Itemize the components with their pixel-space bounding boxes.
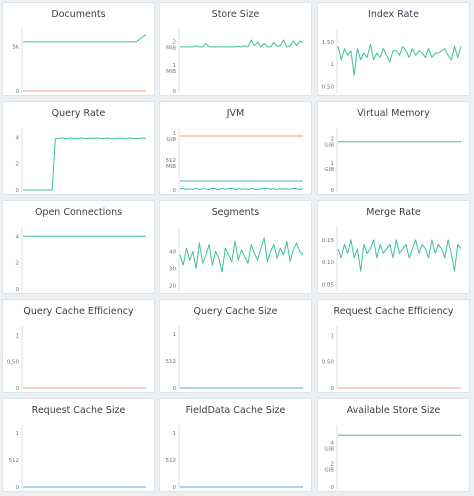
panel-title: Query Rate [51, 108, 106, 119]
y-tick-label: 0 [173, 188, 177, 194]
y-tick-label: 5k [12, 44, 19, 50]
y-tick-label: 1 [331, 62, 335, 68]
panel-request-cache-size[interactable]: Request Cache Size 1 512 0 [2, 398, 155, 492]
y-tick-label: 1 GiB [166, 131, 176, 143]
panel-title: Request Cache Efficiency [333, 306, 454, 317]
y-tick-label: 40 [169, 249, 176, 255]
panel-jvm[interactable]: JVM 1 GiB 512 MiB 0 [159, 101, 312, 195]
panel-title: Store Size [211, 9, 260, 20]
y-tick-label: 512 [166, 458, 177, 464]
y-tick-label: 0 [173, 89, 177, 95]
y-tick-label: 2 [16, 261, 20, 267]
y-tick-label: 0 [16, 287, 20, 293]
panel-title: Documents [51, 9, 106, 20]
panel-title: Virtual Memory [357, 108, 430, 119]
panel-open-connections[interactable]: Open Connections 4 2 0 [2, 200, 155, 294]
panel-title: Index Rate [368, 9, 419, 20]
y-tick-label: 0 [331, 386, 335, 392]
panel-title: Query Cache Efficiency [23, 306, 134, 317]
panel-store-size[interactable]: Store Size 2 MiB 1 MiB 0 [159, 2, 312, 96]
line-chart: 40 30 20 [169, 227, 304, 291]
y-tick-label: 2 [16, 162, 20, 168]
y-tick-label: 1 [16, 333, 20, 339]
line-chart: 1 512 0 [166, 425, 303, 491]
panel-title: Merge Rate [366, 207, 421, 218]
panel-title: Segments [211, 207, 260, 218]
y-tick-label: 512 [166, 359, 177, 365]
series-line-3 [179, 187, 304, 191]
panel-merge-rate[interactable]: Merge Rate 0.15 0.10 0.05 [317, 200, 470, 294]
panel-documents[interactable]: Documents 5k 0 [2, 2, 155, 96]
panel-request-cache-efficiency[interactable]: Request Cache Efficiency 1 0.50 0 [317, 299, 470, 393]
y-tick-label: 30 [169, 267, 176, 273]
panel-query-cache-efficiency[interactable]: Query Cache Efficiency 1 0.50 0 [2, 299, 155, 393]
panel-title: Query Cache Size [193, 306, 278, 317]
y-tick-label: 0.10 [322, 260, 335, 266]
y-tick-label: 0.50 [322, 85, 335, 91]
series-line-1 [23, 34, 147, 43]
line-chart: 2 GiB 1 GiB 0 [324, 128, 461, 194]
panel-query-rate[interactable]: Query Rate 4 2 0 [2, 101, 155, 195]
line-chart: 1.50 1 0.50 [322, 29, 462, 93]
line-chart: 1 GiB 512 MiB 0 [166, 128, 304, 194]
y-tick-label: 0.50 [322, 360, 335, 366]
y-tick-label: 1 GiB [324, 161, 334, 173]
y-tick-label: 0 [16, 386, 20, 392]
y-tick-label: 2 GiB [324, 461, 334, 473]
y-tick-label: 512 MiB [166, 158, 177, 170]
y-tick-label: 0 [16, 188, 20, 194]
panel-title: Request Cache Size [31, 405, 126, 416]
y-tick-label: 4 [16, 234, 20, 240]
line-chart: 1 512 0 [9, 425, 146, 491]
y-tick-label: 1 [331, 333, 335, 339]
y-tick-label: 0.15 [322, 238, 335, 244]
y-tick-label: 0 [16, 485, 20, 491]
series-line-1 [180, 39, 304, 48]
panel-index-rate[interactable]: Index Rate 1.50 1 0.50 [317, 2, 470, 96]
panel-title: Available Store Size [346, 405, 441, 416]
line-chart: 2 MiB 1 MiB 0 [166, 29, 304, 95]
y-tick-label: 0 [173, 386, 177, 392]
y-tick-label: 4 GiB [324, 441, 334, 453]
line-chart: 4 GiB 2 GiB 0 [324, 425, 461, 491]
y-tick-label: 0 [16, 89, 20, 95]
panel-segments[interactable]: Segments 40 30 20 [159, 200, 312, 294]
y-tick-label: 512 [9, 458, 20, 464]
y-tick-label: 1 MiB [166, 63, 176, 75]
y-tick-label: 1.50 [322, 40, 335, 46]
y-tick-label: 2 GiB [324, 137, 334, 149]
series-line-1 [179, 237, 304, 273]
y-tick-label: 20 [169, 284, 176, 290]
panel-title: Open Connections [34, 207, 123, 218]
y-tick-label: 1 [173, 431, 177, 437]
y-tick-label: 1 [173, 332, 177, 338]
panel-available-store-size[interactable]: Available Store Size 4 GiB 2 GiB 0 [317, 398, 470, 492]
y-tick-label: 2 MiB [166, 40, 176, 52]
panel-virtual-memory[interactable]: Virtual Memory 2 GiB 1 GiB 0 [317, 101, 470, 195]
y-tick-label: 0 [331, 485, 335, 491]
line-chart: 4 2 0 [16, 128, 147, 194]
y-tick-label: 0.05 [322, 283, 335, 289]
y-tick-label: 0 [331, 188, 335, 194]
line-chart: 0.15 0.10 0.05 [322, 227, 462, 291]
y-tick-label: 1 [16, 431, 20, 437]
panel-query-cache-size[interactable]: Query Cache Size 1 512 0 [159, 299, 312, 393]
y-tick-label: 4 [16, 135, 20, 141]
line-chart: 1 0.50 0 [7, 326, 146, 392]
series-line-1 [337, 239, 462, 272]
panel-fielddata-cache-size[interactable]: FieldData Cache Size 1 512 0 [159, 398, 312, 492]
line-chart: 1 0.50 0 [322, 326, 461, 392]
line-chart: 4 2 0 [16, 227, 146, 293]
line-chart: 1 512 0 [166, 326, 303, 392]
y-tick-label: 0.50 [7, 360, 20, 366]
y-tick-label: 0 [173, 485, 177, 491]
panel-title: JVM [226, 108, 245, 119]
series-line-1 [337, 43, 462, 76]
line-chart: 5k 0 [12, 29, 147, 95]
series-line-1 [23, 137, 147, 191]
panel-title: FieldData Cache Size [185, 405, 286, 416]
